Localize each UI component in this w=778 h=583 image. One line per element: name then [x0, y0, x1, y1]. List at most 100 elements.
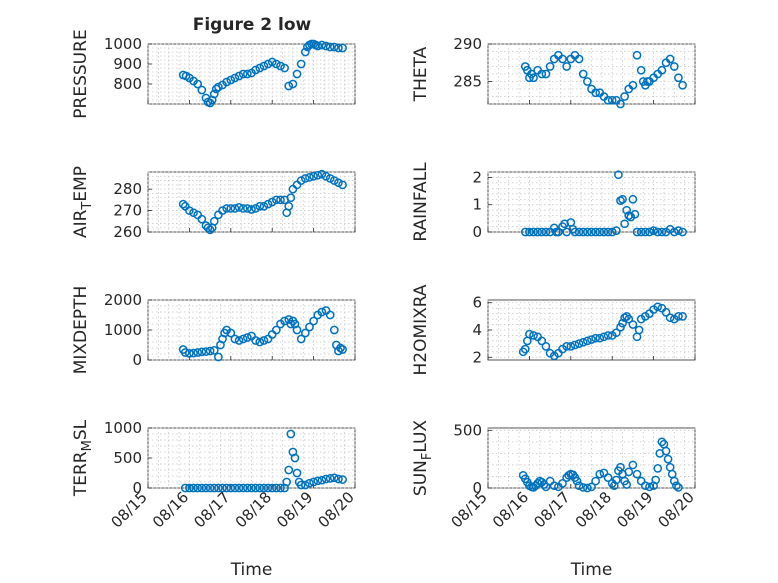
y-tick-label: 900	[113, 55, 142, 73]
data-point	[583, 483, 592, 493]
data-point	[226, 328, 236, 338]
data-point	[624, 467, 634, 477]
data-point	[636, 65, 646, 75]
data-point	[674, 483, 683, 492]
data-point	[247, 483, 256, 493]
data-point	[549, 481, 559, 491]
data-point	[574, 481, 584, 491]
data-point	[595, 227, 605, 237]
data-point	[611, 475, 621, 485]
data-point	[614, 170, 623, 180]
data-point	[267, 57, 277, 67]
data-point	[541, 342, 551, 351]
data-point	[280, 63, 289, 73]
data-point	[230, 334, 240, 344]
data-point	[630, 209, 640, 219]
data-point	[214, 483, 223, 493]
data-point	[572, 476, 582, 486]
data-point	[533, 227, 543, 237]
data-point	[203, 223, 213, 233]
data-point	[636, 227, 646, 237]
data-point	[189, 208, 198, 218]
data-point	[178, 199, 188, 209]
data-point	[313, 170, 323, 180]
data-point	[674, 226, 683, 235]
data-point	[189, 483, 198, 493]
data-point	[255, 483, 265, 493]
x-tick-label: 08/16	[489, 488, 532, 531]
data-point	[263, 59, 273, 69]
data-point	[338, 475, 347, 484]
data-point	[251, 336, 260, 345]
data-point	[205, 346, 215, 356]
data-point	[336, 343, 345, 353]
subplot-6: 2 4 6 H2OMIXRA	[411, 284, 696, 376]
data-point	[185, 206, 194, 215]
data-point	[222, 204, 232, 213]
data-point	[201, 483, 211, 493]
data-point	[255, 63, 265, 73]
y-tick-label: 1000	[104, 419, 142, 437]
data-point	[578, 69, 588, 79]
data-point	[591, 227, 600, 237]
data-point	[624, 314, 634, 324]
data-point	[189, 348, 198, 358]
data-point	[338, 345, 347, 354]
data-point	[276, 195, 285, 205]
data-point	[243, 483, 252, 493]
data-point	[616, 322, 625, 332]
data-point	[645, 482, 654, 492]
data-point	[609, 481, 619, 491]
data-point	[325, 174, 335, 183]
data-point	[622, 205, 632, 215]
data-point	[665, 54, 675, 64]
data-point	[309, 477, 318, 487]
data-point	[193, 79, 203, 89]
x-tick-label: 08/20	[655, 488, 698, 531]
y-tick-label: 270	[113, 202, 142, 220]
data-point	[259, 201, 269, 211]
data-point	[197, 214, 207, 224]
data-point	[665, 313, 675, 323]
y-tick-label: 1000	[104, 35, 142, 53]
y-axis-label: RAINFALL	[411, 162, 431, 242]
data-point	[305, 478, 314, 488]
y-tick-label: 0	[132, 351, 142, 369]
data-point	[317, 307, 327, 317]
x-tick-label: 08/18	[572, 488, 615, 531]
x-tick-label: 08/20	[315, 488, 358, 531]
data-point	[338, 43, 347, 53]
data-point	[537, 227, 547, 237]
data-point	[632, 227, 642, 237]
x-tick-label: 08/18	[232, 488, 275, 531]
data-point	[574, 339, 584, 348]
data-point	[607, 95, 617, 105]
data-point	[591, 333, 600, 343]
data-point	[271, 325, 281, 335]
data-point	[583, 77, 592, 86]
data-point	[628, 194, 638, 204]
data-point	[197, 347, 207, 357]
subplot-5: 0 1000 2000 MIXDEPTH	[71, 286, 356, 374]
data-point	[259, 483, 269, 493]
data-point	[663, 454, 673, 464]
subplot-3: 260 270 280 AIRTEMP	[71, 166, 356, 241]
data-point	[292, 325, 302, 335]
data-point	[620, 219, 629, 229]
x-tick-label: 08/15	[448, 488, 491, 531]
y-tick-label: 1	[472, 196, 482, 214]
data-point	[286, 429, 296, 439]
data-point	[558, 479, 567, 488]
data-point	[622, 480, 632, 489]
data-point	[669, 476, 679, 486]
data-point	[309, 316, 318, 326]
data-point	[234, 203, 244, 212]
data-point	[321, 474, 331, 484]
data-point	[222, 77, 232, 87]
figure-title: Figure 2 low	[193, 15, 312, 35]
data-point	[578, 483, 588, 492]
data-point	[334, 474, 343, 484]
data-point	[300, 47, 310, 57]
data-point	[525, 329, 534, 339]
